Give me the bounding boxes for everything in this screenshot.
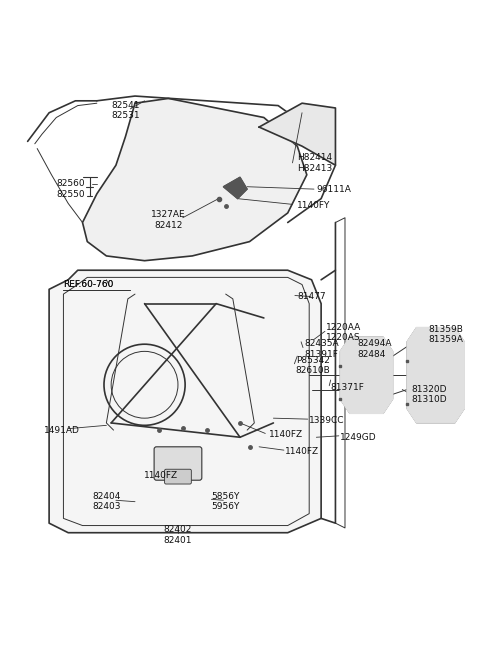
Polygon shape <box>223 177 247 198</box>
Text: 96111A: 96111A <box>316 185 351 194</box>
FancyBboxPatch shape <box>165 469 192 484</box>
Polygon shape <box>407 328 464 423</box>
Text: P85342
82610B: P85342 82610B <box>296 356 331 375</box>
Text: 82435A
81391F: 82435A 81391F <box>304 339 339 359</box>
Text: 82560
82550: 82560 82550 <box>56 179 85 199</box>
Text: 81477: 81477 <box>297 292 326 301</box>
Text: 82494A
82484: 82494A 82484 <box>357 339 391 359</box>
Text: 1140FZ: 1140FZ <box>269 430 303 440</box>
Text: 1140FY: 1140FY <box>297 201 331 210</box>
Text: 1327AE
82412: 1327AE 82412 <box>151 210 186 230</box>
Text: REF.60-760: REF.60-760 <box>63 280 114 289</box>
Text: REF.60-760: REF.60-760 <box>63 280 114 289</box>
Text: 1491AD: 1491AD <box>44 426 80 435</box>
Text: 81371F: 81371F <box>331 383 364 392</box>
Text: 82541
82531: 82541 82531 <box>111 101 140 120</box>
Polygon shape <box>83 98 307 261</box>
Text: 81320D
81310D: 81320D 81310D <box>412 384 447 404</box>
Text: 1339CC: 1339CC <box>309 416 345 425</box>
Text: 5856Y
5956Y: 5856Y 5956Y <box>212 492 240 512</box>
Polygon shape <box>49 271 321 533</box>
Polygon shape <box>340 337 393 413</box>
Text: 1140FZ: 1140FZ <box>144 471 179 480</box>
Text: 1249GD: 1249GD <box>340 433 377 441</box>
Text: 82404
82403: 82404 82403 <box>92 492 120 512</box>
FancyBboxPatch shape <box>154 447 202 480</box>
Text: 1140FZ: 1140FZ <box>285 447 320 456</box>
Text: H82414
H82413: H82414 H82413 <box>297 153 333 172</box>
Text: 81359B
81359A: 81359B 81359A <box>429 325 463 345</box>
Text: 1220AA
1220AS: 1220AA 1220AS <box>326 322 361 342</box>
Polygon shape <box>259 103 336 165</box>
Text: 82402
82401: 82402 82401 <box>164 525 192 545</box>
